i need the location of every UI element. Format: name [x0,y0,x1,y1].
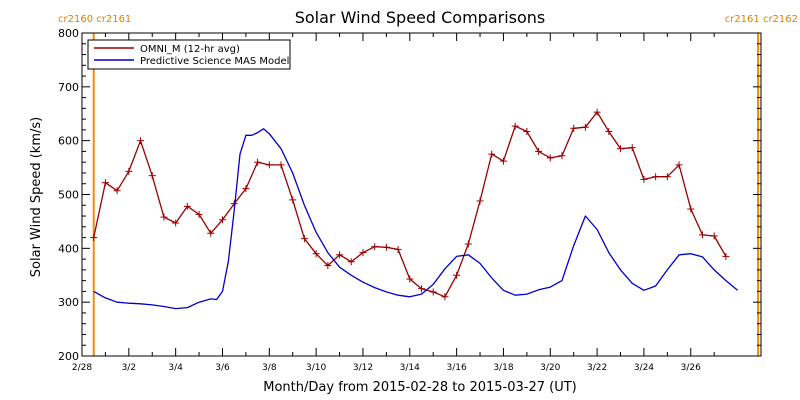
data-point [90,234,98,242]
chart-title: Solar Wind Speed Comparisons [295,8,546,27]
x-axis-ticks: 2/28 3/2 3/4 3/6 3/8 3/10 3/12 3/14 3/16 3/18 3/20… [72,33,715,373]
data-point [183,202,191,210]
data-point [570,124,578,132]
data-point [617,145,625,153]
data-point [581,123,589,131]
data-point [254,158,262,166]
data-point [359,249,367,257]
data-point [418,285,425,293]
data-point [312,250,320,258]
data-point [347,258,355,266]
data-point [675,161,683,169]
data-point [535,147,543,155]
series-line-0 [93,111,727,298]
y-tick-label: 400 [58,242,79,255]
carrington-label-left: cr2160 cr2161 [58,14,131,25]
data-point [148,172,156,180]
data-point [476,197,484,205]
x-tick-label: 3/6 [215,363,230,373]
data-point [488,150,496,158]
data-point [160,213,168,221]
y-axis-label: Solar Wind Speed (km/s) [29,117,44,277]
data-point [137,137,145,145]
x-tick-label: 3/24 [634,363,654,373]
data-point [710,232,718,240]
data-point [546,154,554,162]
data-point [628,144,636,152]
x-tick-label: 2/28 [72,363,92,373]
y-tick-label: 700 [58,81,79,94]
data-point [218,216,226,224]
y-tick-label: 500 [58,189,79,202]
x-tick-label: 3/10 [306,363,326,373]
x-tick-label: 3/20 [540,363,560,373]
data-point [300,235,308,243]
data-point [324,262,332,270]
data-point [722,252,730,260]
x-tick-label: 3/12 [353,363,373,373]
x-tick-label: 3/18 [493,363,513,373]
x-tick-label: 3/2 [122,363,136,373]
legend-entry-omni: OMNI_M (12-hr avg) [140,44,240,55]
carrington-marker-lines [92,33,760,356]
y-tick-label: 800 [58,27,79,40]
legend: OMNI_M (12-hr avg) Predictive Science MA… [87,39,291,70]
legend-box [87,39,291,70]
x-tick-label: 3/26 [681,363,701,373]
data-point [605,128,613,136]
data-point [195,210,203,218]
data-point [499,157,507,165]
data-point [453,271,461,279]
data-point [663,173,671,181]
series-line-1 [93,128,739,310]
data-point [277,161,285,169]
y-tick-label: 200 [58,350,79,363]
data-point [593,108,601,116]
x-tick-label: 3/8 [262,363,277,373]
legend-entry-mas: Predictive Science MAS Model [140,56,289,67]
y-tick-label: 600 [58,135,79,148]
data-point [371,243,379,251]
data-point [523,128,531,136]
data-point [382,243,390,251]
data-point [336,251,344,259]
carrington-label-right: cr2161 cr2162 [725,14,798,25]
data-point [652,173,660,181]
data-point [429,288,437,296]
data-point [172,219,180,227]
data-point [687,205,695,213]
data-point [698,231,706,239]
x-tick-label: 3/16 [447,363,467,373]
data-point [207,229,215,237]
x-tick-label: 3/14 [400,363,420,373]
data-point [125,167,133,175]
x-tick-label: 3/22 [587,363,607,373]
data-point [289,196,297,204]
data-point [113,187,121,195]
y-axis-ticks: 200 300 400 500 600 700 800 [58,27,761,363]
data-point [101,179,109,187]
y-tick-label: 300 [58,296,79,309]
data-point [441,293,449,301]
data-point [265,161,273,169]
data-point [640,175,648,183]
data-point [406,275,414,283]
x-axis-label: Month/Day from 2015-02-28 to 2015-03-27 … [263,380,576,395]
series-layer [90,108,739,310]
data-point [242,185,250,193]
data-point [464,240,472,248]
data-point [394,245,402,253]
x-tick-label: 3/4 [168,363,183,373]
data-point [511,122,519,130]
data-point [558,152,566,160]
